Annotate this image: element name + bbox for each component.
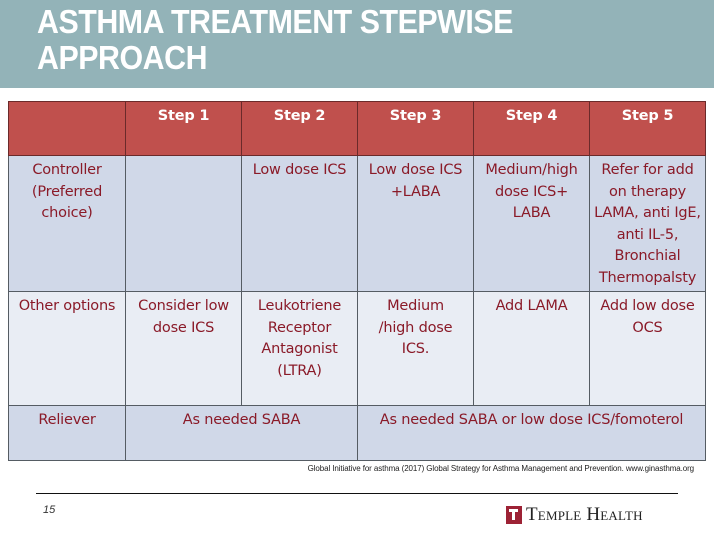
table-row-reliever: Reliever As needed SABA As needed SABA o… [8, 405, 706, 461]
cell-other-step-4: Add LAMA [473, 291, 590, 406]
cell-other-step-2: Leukotriene Receptor Antagonist (LTRA) [241, 291, 358, 406]
cell-other-step-3: Medium /high dose ICS. [357, 291, 474, 406]
cell-other-step-5: Add low dose OCS [589, 291, 706, 406]
row-label-other-options: Other options [8, 291, 126, 406]
header-corner [8, 101, 126, 156]
cell-reliever-steps-1-2: As needed SABA [125, 405, 358, 461]
title-bar: ASTHMA TREATMENT STEPWISE APPROACH [0, 0, 714, 88]
citation: Global Initiative for asthma (2017) Glob… [307, 464, 695, 473]
slide-title: ASTHMA TREATMENT STEPWISE APPROACH [37, 3, 513, 76]
header-step-2: Step 2 [241, 101, 358, 156]
table-row-controller: Controller (Preferred choice) Low dose I… [8, 155, 706, 292]
header-step-3: Step 3 [357, 101, 474, 156]
row-label-reliever: Reliever [8, 405, 126, 461]
cell-reliever-steps-3-5: As needed SABA or low dose ICS/fomoterol [357, 405, 706, 461]
header-row: Step 1 Step 2 Step 3 Step 4 Step 5 [8, 101, 706, 156]
page-number: 15 [43, 504, 56, 516]
header-step-1: Step 1 [125, 101, 242, 156]
cell-controller-step-3: Low dose ICS +LABA [357, 155, 474, 292]
cell-controller-step-1 [125, 155, 242, 292]
row-label-controller: Controller (Preferred choice) [8, 155, 126, 292]
temple-health-logo: Temple Health [506, 505, 643, 525]
stepwise-table: Step 1 Step 2 Step 3 Step 4 Step 5 Contr… [8, 101, 706, 461]
header-step-4: Step 4 [473, 101, 590, 156]
table-row-other-options: Other options Consider low dose ICS Leuk… [8, 291, 706, 406]
logo-text: Temple Health [526, 504, 643, 525]
cell-controller-step-2: Low dose ICS [241, 155, 358, 292]
footer-divider [36, 493, 678, 494]
header-step-5: Step 5 [589, 101, 706, 156]
cell-controller-step-4: Medium/high dose ICS+ LABA [473, 155, 590, 292]
cell-controller-step-5: Refer for add on therapy LAMA, anti IgE,… [589, 155, 706, 292]
cell-other-step-1: Consider low dose ICS [125, 291, 242, 406]
temple-t-logo-icon [506, 506, 522, 524]
